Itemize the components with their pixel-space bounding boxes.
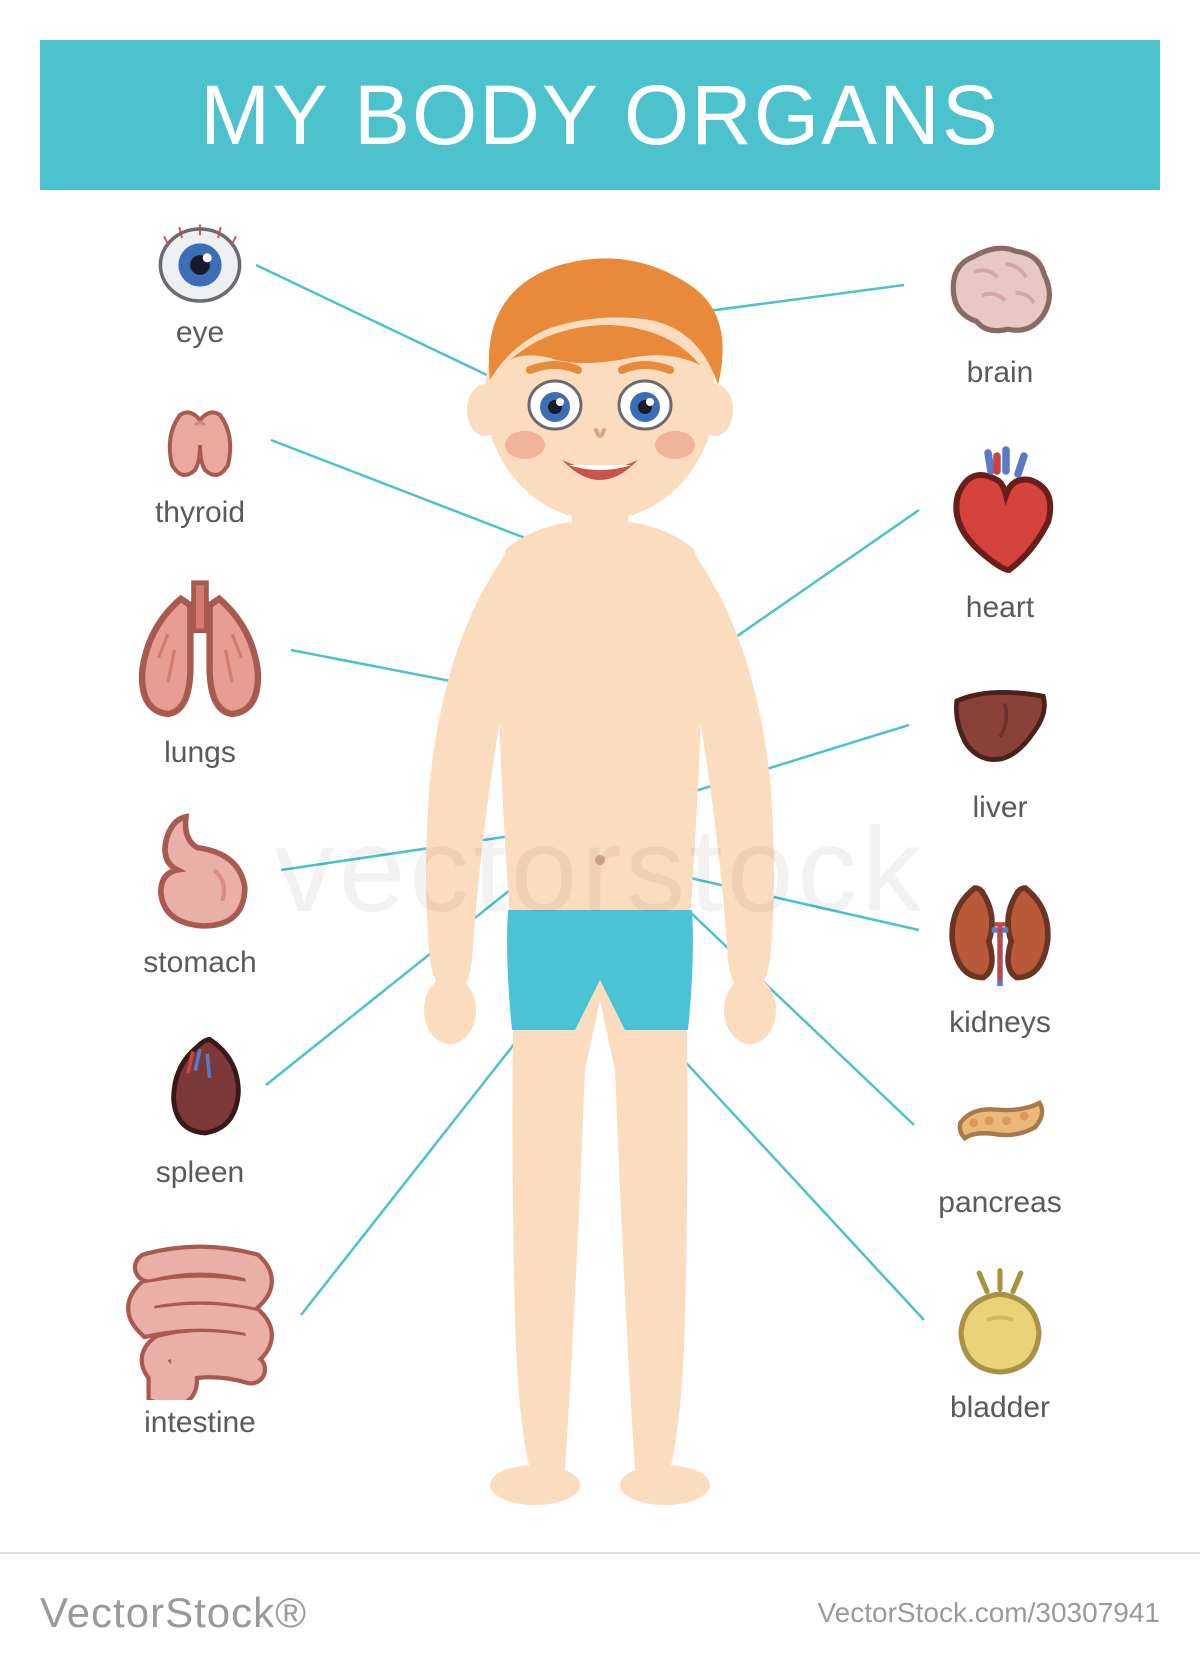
organ-bladder: bladder bbox=[900, 1255, 1100, 1425]
stomach-icon bbox=[125, 800, 275, 940]
bladder-label: bladder bbox=[900, 1391, 1100, 1425]
organ-kidneys: kidneys bbox=[900, 860, 1100, 1040]
heart-icon bbox=[925, 435, 1075, 585]
thyroid-label: thyroid bbox=[100, 496, 300, 530]
organ-thyroid: thyroid bbox=[100, 390, 300, 530]
thyroid-icon bbox=[135, 390, 265, 490]
spleen-label: spleen bbox=[100, 1156, 300, 1190]
intestine-icon bbox=[105, 1230, 295, 1400]
eye-label: eye bbox=[100, 316, 300, 350]
organ-pancreas: pancreas bbox=[900, 1070, 1100, 1220]
organ-stomach: stomach bbox=[100, 800, 300, 980]
brain-label: brain bbox=[900, 356, 1100, 390]
lungs-label: lungs bbox=[100, 736, 300, 770]
footer-id: VectorStock.com/30307941 bbox=[818, 1597, 1160, 1629]
organ-eye: eye bbox=[100, 220, 300, 350]
footer-brand: VectorStock® bbox=[40, 1589, 307, 1637]
eye-icon bbox=[150, 220, 250, 310]
kidneys-label: kidneys bbox=[900, 1006, 1100, 1040]
liver-label: liver bbox=[900, 791, 1100, 825]
intestine-label: intestine bbox=[100, 1406, 300, 1440]
body-figure bbox=[350, 220, 850, 1520]
title-bar: MY BODY ORGANS bbox=[40, 40, 1160, 190]
lungs-icon bbox=[115, 570, 285, 730]
organ-spleen: spleen bbox=[100, 1020, 300, 1190]
pancreas-icon bbox=[920, 1070, 1080, 1180]
heart-label: heart bbox=[900, 591, 1100, 625]
diagram-area: vectorstock eye thyroid lungs bbox=[40, 190, 1160, 1550]
footer: VectorStock® VectorStock.com/30307941 bbox=[0, 1552, 1200, 1672]
organ-intestine: intestine bbox=[100, 1230, 300, 1440]
infographic-frame: MY BODY ORGANS bbox=[40, 40, 1160, 1550]
brain-icon bbox=[910, 220, 1090, 350]
page-title: MY BODY ORGANS bbox=[200, 67, 1000, 164]
kidneys-icon bbox=[925, 860, 1075, 1000]
spleen-icon bbox=[140, 1020, 260, 1150]
organ-lungs: lungs bbox=[100, 570, 300, 770]
boy-illustration bbox=[350, 220, 850, 1520]
stomach-label: stomach bbox=[100, 946, 300, 980]
organ-liver: liver bbox=[900, 665, 1100, 825]
liver-icon bbox=[915, 665, 1085, 785]
organ-brain: brain bbox=[900, 220, 1100, 390]
organ-heart: heart bbox=[900, 435, 1100, 625]
pancreas-label: pancreas bbox=[900, 1186, 1100, 1220]
bladder-icon bbox=[930, 1255, 1070, 1385]
